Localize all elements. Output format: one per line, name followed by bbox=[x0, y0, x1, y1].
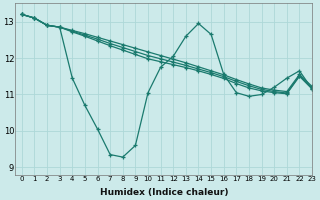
X-axis label: Humidex (Indice chaleur): Humidex (Indice chaleur) bbox=[100, 188, 228, 197]
